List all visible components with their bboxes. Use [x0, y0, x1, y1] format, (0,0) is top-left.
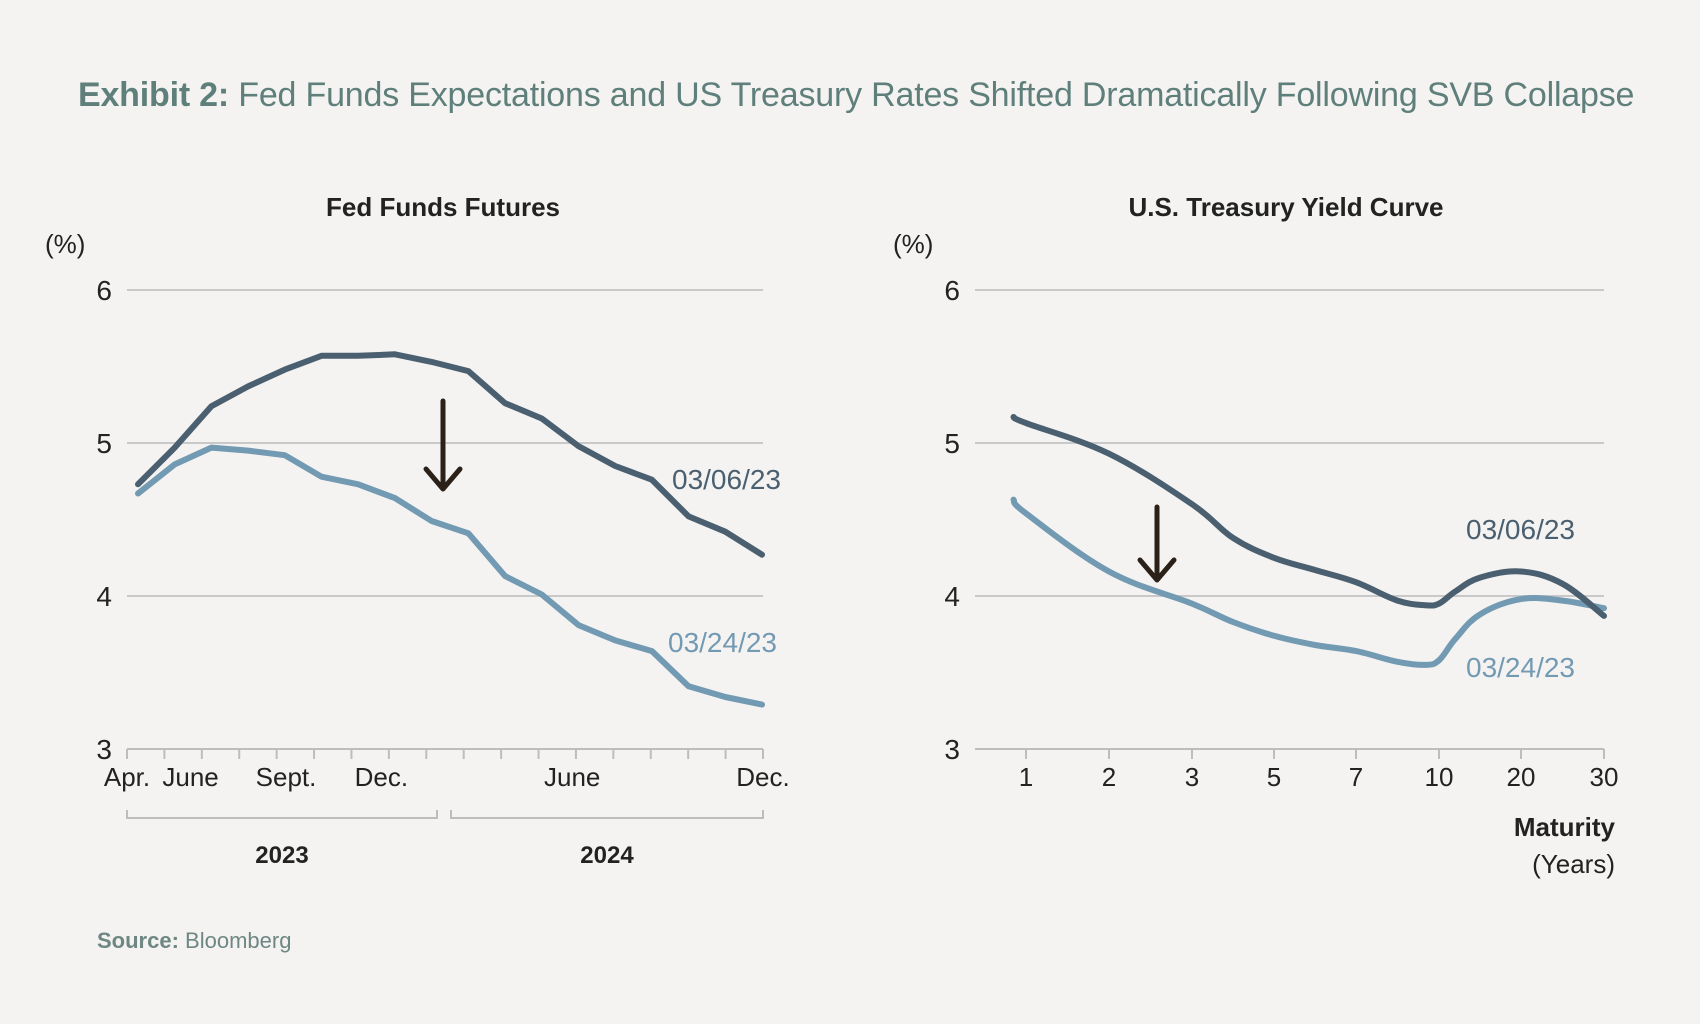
down-arrow-head [1137, 557, 1177, 583]
x-tick-label: Dec. [736, 762, 789, 792]
series-line-03-06-23 [135, 351, 765, 558]
series-label-03-24-23: 03/24/23 [668, 627, 777, 658]
source-text: Bloomberg [185, 928, 292, 953]
x-tick-label: 2 [1102, 762, 1116, 792]
exhibit-title: Exhibit 2: Fed Funds Expectations and US… [78, 76, 1634, 115]
y-tick-label: 5 [96, 428, 112, 459]
year-bracket [126, 810, 438, 819]
series-line-03-24-23 [135, 444, 765, 708]
y-tick-label: 5 [944, 428, 960, 459]
series-label-03-06-23: 03/06/23 [672, 464, 781, 495]
x-axis-subtitle: (Years) [1532, 849, 1615, 879]
x-tick-label: 5 [1267, 762, 1281, 792]
source-note: Source: Bloomberg [97, 928, 291, 954]
year-label: 2024 [580, 842, 634, 869]
y-tick-label: 3 [944, 734, 960, 765]
year-bracket [450, 810, 764, 819]
exhibit-title-lead: Exhibit 2: [78, 76, 230, 114]
x-tick-label: Sept. [256, 762, 317, 792]
x-tick-label: 1 [1019, 762, 1033, 792]
treasury-yield-curve-chart: U.S. Treasury Yield Curve (%) 3 4 5 6 1 2 3 5 7 10 2… [893, 192, 1618, 879]
x-tick-label: 30 [1590, 762, 1619, 792]
y-tick-label: 3 [96, 734, 112, 765]
y-tick-label: 4 [96, 581, 112, 612]
x-tick-label: 20 [1507, 762, 1536, 792]
source-lead: Source: [97, 928, 179, 953]
y-tick-label: 4 [944, 581, 960, 612]
series-line-03-06-23 [1010, 414, 1607, 619]
down-arrow-head [423, 466, 463, 492]
series-label-03-24-23: 03/24/23 [1466, 652, 1575, 683]
series-line-03-24-23 [1010, 496, 1607, 668]
x-tick-label: Dec. [355, 762, 408, 792]
y-axis-unit: (%) [45, 229, 85, 259]
y-tick-label: 6 [944, 275, 960, 306]
series-label-03-06-23: 03/06/23 [1466, 514, 1575, 545]
chart-title: U.S. Treasury Yield Curve [1128, 192, 1443, 222]
x-axis-title: Maturity [1514, 812, 1616, 842]
x-tick-label: June [162, 762, 218, 792]
x-tick-label: June [544, 762, 600, 792]
exhibit-title-text: Fed Funds Expectations and US Treasury R… [238, 76, 1635, 114]
x-tick-label: 7 [1349, 762, 1363, 792]
x-tick-label: 10 [1425, 762, 1454, 792]
fed-funds-futures-chart: Fed Funds Futures (%) 3 4 5 6 Apr. June Sept. Dec… [45, 192, 790, 869]
y-axis-unit: (%) [893, 229, 933, 259]
year-label: 2023 [255, 842, 308, 869]
chart-title: Fed Funds Futures [326, 192, 560, 222]
y-tick-label: 6 [96, 275, 112, 306]
x-tick-label: 3 [1185, 762, 1199, 792]
x-tick-label: Apr. [104, 762, 150, 792]
